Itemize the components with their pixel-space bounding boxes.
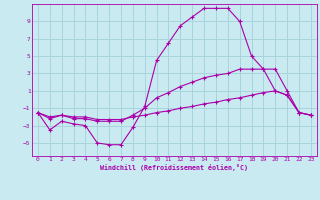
X-axis label: Windchill (Refroidissement éolien,°C): Windchill (Refroidissement éolien,°C)	[100, 164, 248, 171]
